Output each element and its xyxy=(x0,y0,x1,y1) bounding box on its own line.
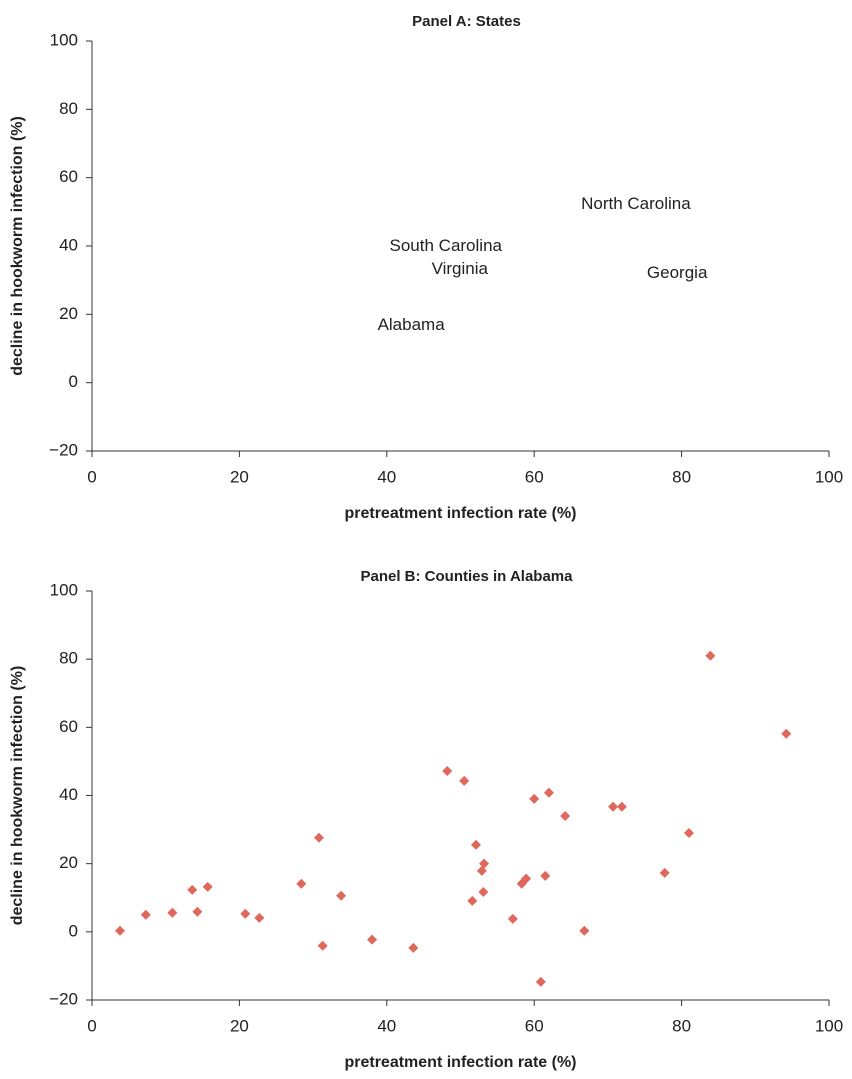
point xyxy=(240,908,251,919)
point xyxy=(317,940,328,951)
x-tick-label: 40 xyxy=(377,467,396,486)
point-label: North Carolina xyxy=(581,194,691,213)
point xyxy=(140,909,151,920)
point xyxy=(115,925,126,936)
x-axis-label: pretreatment infection rate (%) xyxy=(344,505,576,522)
point xyxy=(336,890,347,901)
point xyxy=(478,886,489,897)
point xyxy=(470,839,481,850)
x-tick-label: 20 xyxy=(230,1016,249,1035)
x-tick-label: 40 xyxy=(377,1016,396,1035)
point xyxy=(192,906,203,917)
point xyxy=(507,913,518,924)
point-label: Alabama xyxy=(378,315,446,334)
x-tick-label: 0 xyxy=(87,467,96,486)
point xyxy=(459,775,470,786)
point xyxy=(560,810,571,821)
point xyxy=(521,873,532,884)
y-tick-label: 0 xyxy=(69,372,78,391)
y-tick-label: 100 xyxy=(50,580,78,599)
x-tick-label: 80 xyxy=(672,1016,691,1035)
point-label: Georgia xyxy=(647,263,708,282)
point xyxy=(296,878,307,889)
y-tick-label: −20 xyxy=(49,440,78,459)
point xyxy=(781,728,792,739)
chart-title: Panel B: Counties in Alabama xyxy=(361,568,574,585)
y-tick-label: 80 xyxy=(59,99,78,118)
point xyxy=(683,827,694,838)
x-tick-label: 60 xyxy=(525,1016,544,1035)
y-tick-label: 80 xyxy=(59,649,78,668)
point xyxy=(254,912,265,923)
point xyxy=(608,801,619,812)
y-tick-label: 40 xyxy=(59,785,78,804)
point-label: South Carolina xyxy=(390,236,503,255)
point xyxy=(442,765,453,776)
point xyxy=(479,858,490,869)
y-tick-label: 40 xyxy=(59,235,78,254)
y-tick-label: −20 xyxy=(49,989,78,1008)
point xyxy=(167,907,178,918)
point xyxy=(540,870,551,881)
y-tick-label: 20 xyxy=(59,853,78,872)
x-axis-label: pretreatment infection rate (%) xyxy=(344,1054,576,1071)
point xyxy=(616,801,627,812)
x-tick-label: 0 xyxy=(87,1016,96,1035)
point xyxy=(705,650,716,661)
point xyxy=(187,884,198,895)
x-tick-label: 20 xyxy=(230,467,249,486)
point xyxy=(367,934,378,945)
point xyxy=(408,942,419,953)
point-label: Virginia xyxy=(432,259,489,278)
point xyxy=(202,881,213,892)
point xyxy=(535,976,546,987)
y-axis-label: decline in hookworm infection (%) xyxy=(9,666,26,926)
y-tick-label: 20 xyxy=(59,304,78,323)
point xyxy=(313,832,324,843)
y-tick-label: 100 xyxy=(50,30,78,49)
point xyxy=(579,925,590,936)
x-tick-label: 60 xyxy=(525,467,544,486)
x-tick-label: 100 xyxy=(815,467,843,486)
y-tick-label: 60 xyxy=(59,717,78,736)
point xyxy=(659,867,670,878)
chart-title: Panel A: States xyxy=(412,13,521,30)
y-axis-label: decline in hookworm infection (%) xyxy=(9,116,26,376)
x-tick-label: 100 xyxy=(815,1016,843,1035)
x-tick-label: 80 xyxy=(672,467,691,486)
y-tick-label: 60 xyxy=(59,167,78,186)
point xyxy=(467,895,478,906)
y-tick-label: 0 xyxy=(69,921,78,940)
point xyxy=(543,787,554,798)
point xyxy=(529,793,540,804)
